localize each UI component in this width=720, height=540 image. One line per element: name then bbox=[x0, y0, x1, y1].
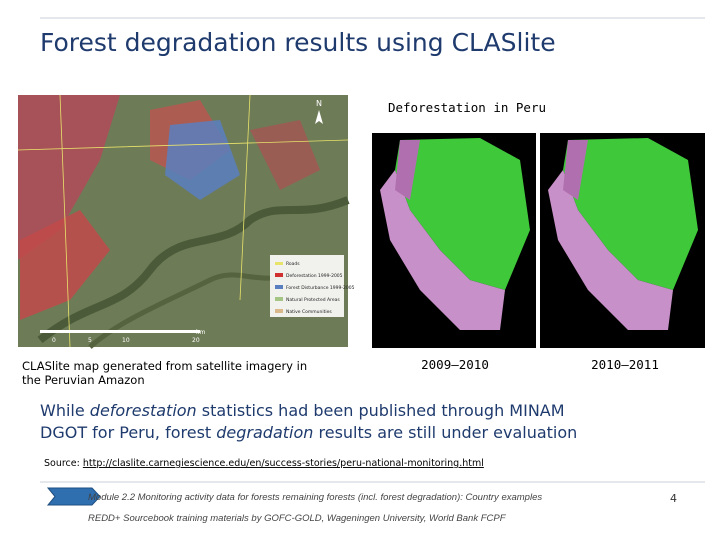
body-line: DGOT for Peru, forest degradation result… bbox=[40, 423, 577, 442]
body-emphasis: deforestation bbox=[90, 401, 197, 420]
source-link[interactable]: http://claslite.carnegiescience.edu/en/s… bbox=[83, 458, 484, 469]
slide-title: Forest degradation results using CLASlit… bbox=[40, 28, 556, 57]
map-legend-item: Forest Disturbance 1999-2005 bbox=[286, 285, 355, 291]
source-line: Source: http://claslite.carnegiescience.… bbox=[44, 458, 484, 469]
body-emphasis: degradation bbox=[216, 423, 313, 442]
map-scale-label: 0 bbox=[52, 337, 56, 344]
map-legend-item: Deforestation 1999-2005 bbox=[286, 273, 343, 279]
map-scale-unit: km bbox=[196, 329, 205, 336]
map-scale-label: 20 bbox=[192, 337, 200, 344]
map-legend-item: Natural Protected Areas bbox=[286, 297, 340, 303]
panel-label: 2010–2011 bbox=[591, 357, 659, 372]
map-scale-label: 10 bbox=[122, 337, 130, 344]
map-scale-label: 5 bbox=[88, 337, 92, 344]
footer-text: Module 2.2 Monitoring activity data for … bbox=[88, 492, 542, 503]
map-image: Roads Deforestation 1999-2005 Forest Dis… bbox=[17, 94, 355, 349]
footer-chevron bbox=[46, 487, 101, 506]
map-legend-item: Native Communities bbox=[286, 309, 332, 315]
body-text: DGOT for Peru, forest bbox=[40, 423, 216, 442]
peru-image bbox=[372, 133, 536, 348]
page-number: 4 bbox=[670, 492, 677, 505]
panel-label: 2009–2010 bbox=[421, 357, 489, 372]
peru-image bbox=[540, 133, 705, 348]
map-caption: the Peruvian Amazon bbox=[22, 373, 145, 387]
body-line: While deforestation statistics had been … bbox=[40, 401, 565, 420]
source-label: Source: bbox=[44, 458, 80, 469]
map-caption: CLASlite map generated from satellite im… bbox=[22, 359, 307, 373]
body-text: While bbox=[40, 401, 90, 420]
body-text: results are still under evaluation bbox=[313, 423, 577, 442]
panel-title: Deforestation in Peru bbox=[388, 100, 546, 115]
body-text: statistics had been published through MI… bbox=[197, 401, 565, 420]
footer-text: REDD+ Sourcebook training materials by G… bbox=[88, 513, 507, 524]
map-north: N bbox=[316, 99, 322, 108]
map-legend-item: Roads bbox=[286, 261, 300, 267]
